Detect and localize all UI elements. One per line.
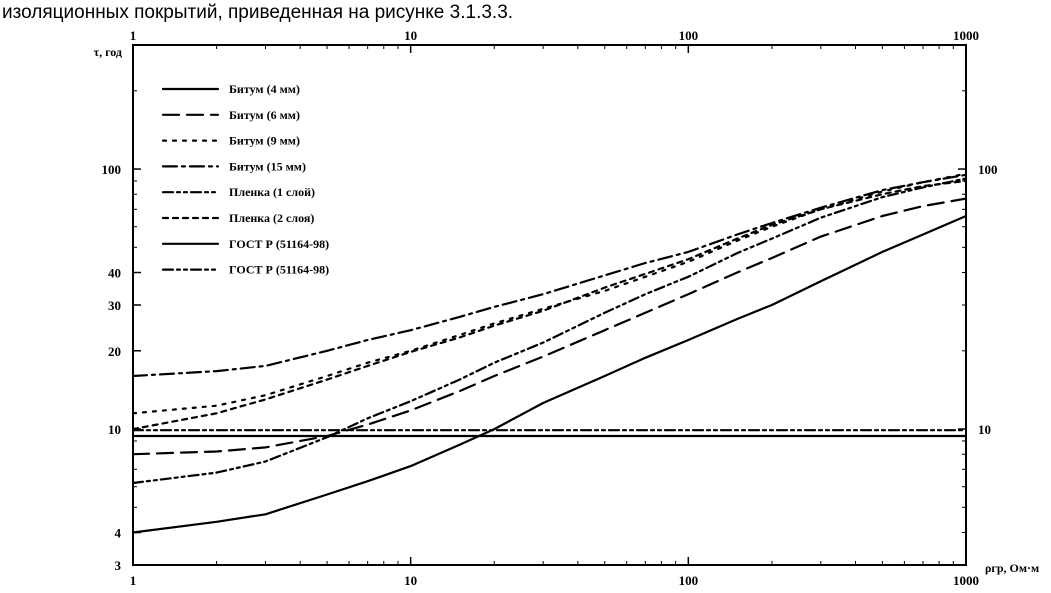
plot-frame [132, 44, 967, 566]
x-tick-label-bottom: 1 [130, 573, 137, 588]
legend-label-4: Битум (15 мм) [229, 159, 306, 173]
y-tick-label-left: 10 [108, 422, 121, 437]
legend-label-7: ГОСТ Р (51164-98) [229, 237, 329, 251]
series-line-4 [131, 173, 968, 378]
y-tick-label-left: 4 [115, 526, 122, 541]
y-tick-label-right: 10 [978, 422, 991, 437]
series-lines [131, 172, 968, 534]
legend: Битум (4 мм) Битум (6 мм) Битум (9 мм) Биту… [161, 82, 329, 277]
y-tick-label-left: 30 [108, 298, 121, 313]
series-line-5 [131, 177, 968, 485]
y-tick-label-right: 100 [978, 162, 998, 177]
x-tick-label-bottom: 1000 [953, 573, 979, 588]
legend-label-3: Битум (9 мм) [229, 134, 300, 148]
x-axis-label: ρгр, Ом·м [985, 561, 1039, 575]
series-line-6 [131, 179, 968, 431]
legend-label-2: Битум (6 мм) [229, 108, 300, 122]
y-tick-label-left: 100 [102, 162, 122, 177]
x-tick-label-top: 1 [130, 28, 137, 43]
x-tick-label-bottom: 100 [679, 573, 699, 588]
y-tick-label-left: 40 [108, 266, 121, 281]
intro-text: изоляционных покрытий, приведенная на ри… [2, 2, 514, 23]
legend-label-5: Пленка (1 слой) [229, 185, 315, 199]
x-tick-label-top: 100 [679, 28, 699, 43]
legend-label-6: Пленка (2 слоя) [229, 211, 314, 225]
axis-ticks: 1 1 10 10 100 100 1000 1000 3 4 10 20 30 40 100 10 100 [102, 28, 998, 588]
legend-label-1: Битум (4 мм) [229, 82, 300, 96]
x-tick-label-top: 10 [404, 28, 417, 43]
series-line-2 [131, 197, 968, 456]
plot-border [132, 44, 967, 566]
y-tick-label-left: 3 [115, 558, 122, 573]
series-line-1 [131, 214, 968, 534]
y-tick-label-left: 20 [108, 344, 121, 359]
x-tick-label-top: 1000 [953, 28, 979, 43]
series-line-3 [131, 172, 968, 415]
x-tick-label-bottom: 10 [404, 573, 417, 588]
y-axis-label: τ, год [94, 45, 122, 59]
legend-label-8: ГОСТ Р (51164-98) [229, 263, 329, 277]
